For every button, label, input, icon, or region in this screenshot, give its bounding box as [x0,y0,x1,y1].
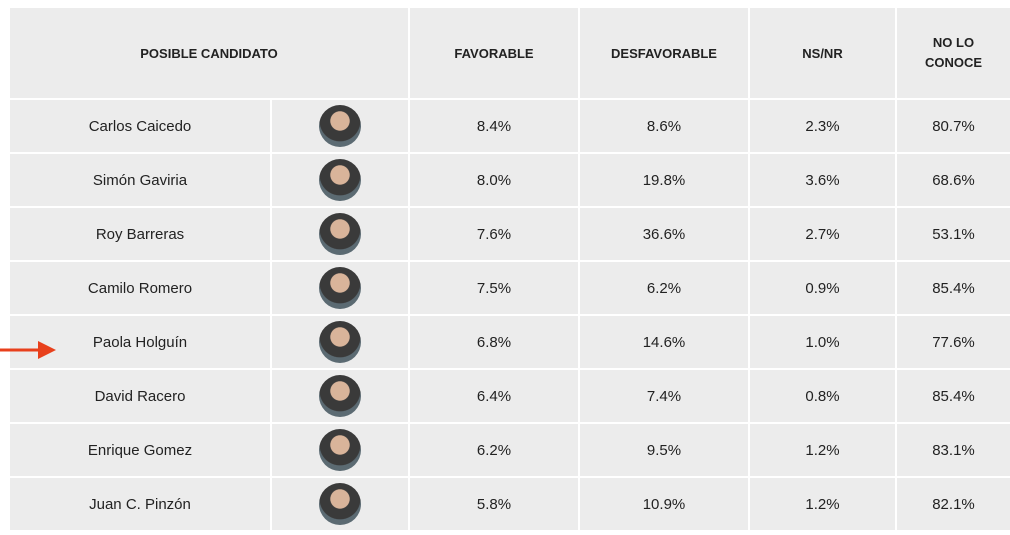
photo-cell [272,424,408,476]
value-cell: 3.6% [750,154,895,206]
value-cell: 6.8% [410,316,578,368]
value-cell: 5.8% [410,478,578,530]
header-cell: FAVORABLE [410,8,578,98]
value-cell: 19.8% [580,154,748,206]
candidate-name: Carlos Caicedo [10,100,270,152]
value-cell: 85.4% [897,262,1010,314]
candidate-photo [319,105,361,147]
photo-cell [272,208,408,260]
candidate-name: Juan C. Pinzón [10,478,270,530]
photo-cell [272,100,408,152]
value-cell: 2.7% [750,208,895,260]
value-cell: 53.1% [897,208,1010,260]
candidate-photo [319,375,361,417]
value-cell: 8.0% [410,154,578,206]
value-cell: 68.6% [897,154,1010,206]
value-cell: 2.3% [750,100,895,152]
photo-cell [272,478,408,530]
photo-cell [272,370,408,422]
value-cell: 6.2% [410,424,578,476]
header-cell: DESFAVORABLE [580,8,748,98]
candidate-photo [319,483,361,525]
candidate-photo [319,213,361,255]
photo-cell [272,262,408,314]
value-cell: 1.0% [750,316,895,368]
value-cell: 83.1% [897,424,1010,476]
value-cell: 7.4% [580,370,748,422]
value-cell: 82.1% [897,478,1010,530]
candidate-name: David Racero [10,370,270,422]
value-cell: 6.2% [580,262,748,314]
candidate-photo [319,429,361,471]
candidate-name: Enrique Gomez [10,424,270,476]
header-cell: POSIBLE CANDIDATO [10,8,408,98]
value-cell: 7.6% [410,208,578,260]
value-cell: 36.6% [580,208,748,260]
value-cell: 9.5% [580,424,748,476]
arrow [0,338,60,362]
value-cell: 10.9% [580,478,748,530]
candidate-name: Simón Gaviria [10,154,270,206]
value-cell: 1.2% [750,478,895,530]
value-cell: 77.6% [897,316,1010,368]
value-cell: 8.6% [580,100,748,152]
value-cell: 14.6% [580,316,748,368]
photo-cell [272,316,408,368]
header-cell: NO LO CONOCE [897,8,1010,98]
header-cell: NS/NR [750,8,895,98]
value-cell: 0.8% [750,370,895,422]
value-cell: 8.4% [410,100,578,152]
candidate-photo [319,267,361,309]
page: POSIBLE CANDIDATOFAVORABLEDESFAVORABLENS… [0,0,1010,535]
candidate-name: Camilo Romero [10,262,270,314]
value-cell: 0.9% [750,262,895,314]
candidate-name: Roy Barreras [10,208,270,260]
value-cell: 6.4% [410,370,578,422]
photo-cell [272,154,408,206]
value-cell: 7.5% [410,262,578,314]
candidate-photo [319,321,361,363]
candidate-photo [319,159,361,201]
value-cell: 1.2% [750,424,895,476]
value-cell: 80.7% [897,100,1010,152]
value-cell: 85.4% [897,370,1010,422]
